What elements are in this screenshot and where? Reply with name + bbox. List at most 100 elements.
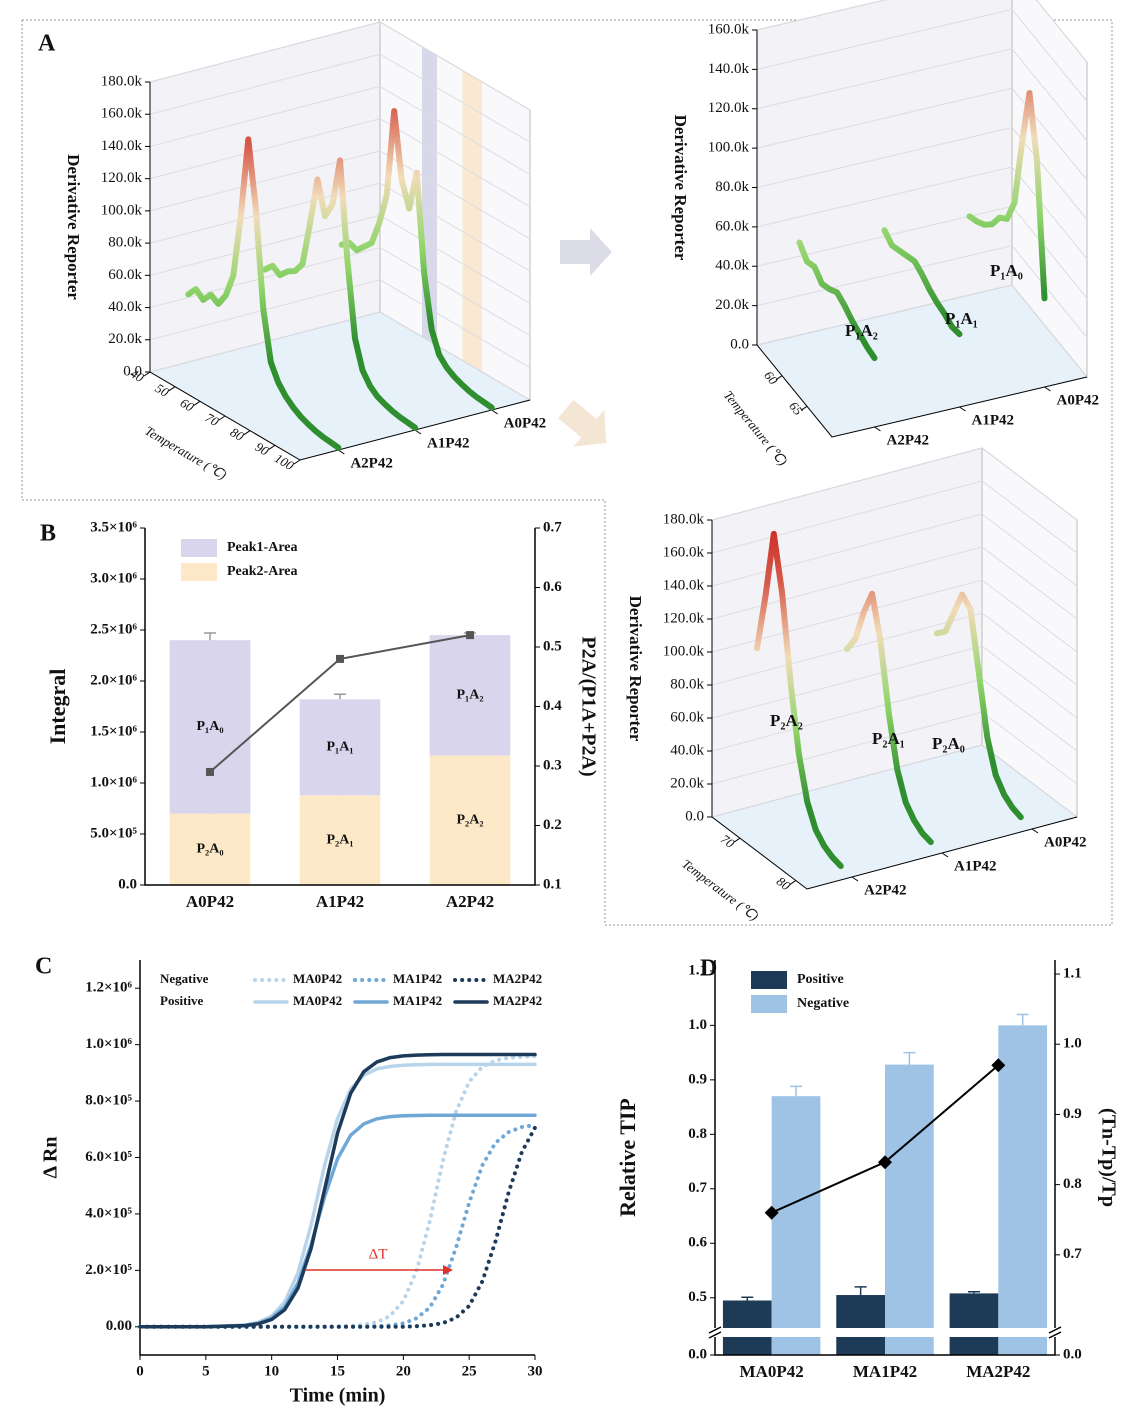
z-tick — [491, 409, 498, 415]
y-tick-label: 40.0k — [670, 742, 704, 758]
annotation: P₂A₁ — [872, 729, 905, 748]
x-tick-label: 10 — [264, 1363, 279, 1379]
grid-line — [756, 0, 1088, 63]
z-tick — [338, 449, 345, 455]
grid-line — [711, 480, 1078, 554]
z-tick — [1044, 386, 1051, 392]
panel-letter: C — [35, 954, 52, 980]
legend-swatch — [751, 995, 787, 1013]
error-bar — [903, 1051, 916, 1065]
x-axis-title: Temperature (℃) — [142, 423, 229, 482]
y-tick-label: 0.8 — [688, 1126, 707, 1142]
y-tick-label: 20.0k — [670, 775, 704, 791]
y-tick-label: 1.2×10⁶ — [85, 980, 132, 996]
z-tick — [851, 876, 859, 882]
y2-tick-label: 0.7 — [543, 519, 562, 535]
curve — [966, 90, 1048, 302]
error-bar — [741, 1296, 754, 1301]
annotation: P₂A₀ — [932, 734, 965, 753]
y2-axis-title: (Tn-Tp)/Tp — [1097, 1108, 1119, 1207]
curve — [796, 239, 878, 362]
curve — [934, 591, 1024, 821]
y-axis-title: Derivative Reporter — [64, 154, 83, 300]
marker — [764, 1205, 779, 1220]
curve — [844, 590, 934, 846]
grid-line — [756, 284, 1088, 378]
y-tick-label: 0.7 — [688, 1180, 707, 1196]
x-tick-label: 0 — [136, 1363, 144, 1379]
x-tick-label: 20 — [396, 1363, 411, 1379]
marker — [336, 654, 344, 663]
z-tick-label: A1P42 — [954, 858, 997, 874]
legend-row-label: Positive — [160, 993, 204, 1008]
legend-label: Positive — [797, 972, 844, 987]
y-axis-title: Derivative Reporter — [671, 115, 690, 261]
x-tick — [268, 444, 276, 450]
grid-line — [711, 612, 1078, 686]
marker — [206, 767, 214, 776]
x-tick-label: 30 — [528, 1363, 543, 1379]
y-tick-label: 0.0 — [685, 808, 704, 824]
legend-label: MA2P42 — [493, 971, 542, 986]
y-tick-label: 160.0k — [101, 106, 143, 122]
error-bar — [204, 632, 216, 641]
y-tick-label: 100.0k — [708, 140, 750, 156]
x-axis-title: Temperature (℃) — [679, 856, 761, 924]
grid-line — [756, 126, 1088, 220]
marker — [878, 1155, 892, 1170]
y-tick-label: 140.0k — [101, 138, 143, 154]
bar-label: P₁A₀ — [196, 719, 223, 734]
bar-segment — [299, 699, 381, 796]
x-tick-label: A2P42 — [446, 892, 494, 911]
break-mark — [708, 1326, 722, 1339]
y-tick-label: 0.0 — [730, 336, 749, 352]
x-axis-title: Temperature (℃) — [721, 388, 791, 469]
y-tick-label: 0.0 — [118, 876, 137, 892]
grid-line — [149, 53, 531, 143]
z-tick-label: A0P42 — [504, 415, 546, 431]
x-tick-label: 5 — [202, 1363, 210, 1379]
y2-axis-title: P2A/(P1A+P2A) — [577, 636, 599, 776]
y-tick-label: 140.0k — [708, 61, 750, 77]
line — [138, 1054, 537, 1329]
marker — [466, 631, 474, 640]
curve — [338, 108, 495, 411]
y2-tick-label: 1.0 — [1063, 1036, 1082, 1052]
side-wall — [756, 0, 1013, 346]
y-tick-label: 80.0k — [108, 235, 142, 251]
y-tick-label: 2.5×10⁶ — [90, 621, 137, 637]
y-tick-label: 0.9 — [688, 1071, 707, 1087]
line — [138, 1062, 537, 1329]
y-axis-title: Integral — [45, 669, 70, 745]
legend-row-label: Negative — [160, 971, 209, 986]
y-axis-title: Derivative Reporter — [626, 596, 645, 742]
x-tick — [168, 386, 176, 392]
z-tick-label: A1P42 — [972, 412, 1015, 428]
curve — [185, 136, 342, 451]
legend-label: MA0P42 — [293, 993, 342, 1008]
y-tick-label: 1.0 — [688, 1017, 707, 1033]
error-bar — [967, 1291, 980, 1294]
legend-label: MA0P42 — [293, 971, 342, 986]
bar — [885, 1064, 934, 1355]
grid-line — [756, 48, 1088, 142]
y-tick-label: 1.0×10⁶ — [90, 774, 137, 790]
y-tick-label: 80.0k — [715, 179, 749, 195]
y2-tick-label: 0.2 — [543, 817, 562, 833]
panel-letter: D — [700, 956, 717, 982]
y-tick-label: 8.0×10⁵ — [85, 1093, 132, 1109]
line — [138, 1125, 537, 1329]
line — [138, 1123, 537, 1329]
error-bar — [854, 1286, 867, 1296]
y-tick-label: 180.0k — [663, 511, 705, 527]
z-tick-label: A2P42 — [350, 455, 393, 471]
x-tick-label: 15 — [330, 1363, 345, 1379]
grid-line — [756, 8, 1088, 102]
arrow-group — [558, 399, 607, 447]
x-tick — [800, 405, 808, 411]
grid-line — [149, 279, 531, 369]
marker — [991, 1058, 1006, 1073]
y-tick-label: 120.0k — [708, 100, 750, 116]
bar-label: P₁A₂ — [456, 687, 483, 702]
y-tick-label: 1.5×10⁶ — [90, 723, 137, 739]
